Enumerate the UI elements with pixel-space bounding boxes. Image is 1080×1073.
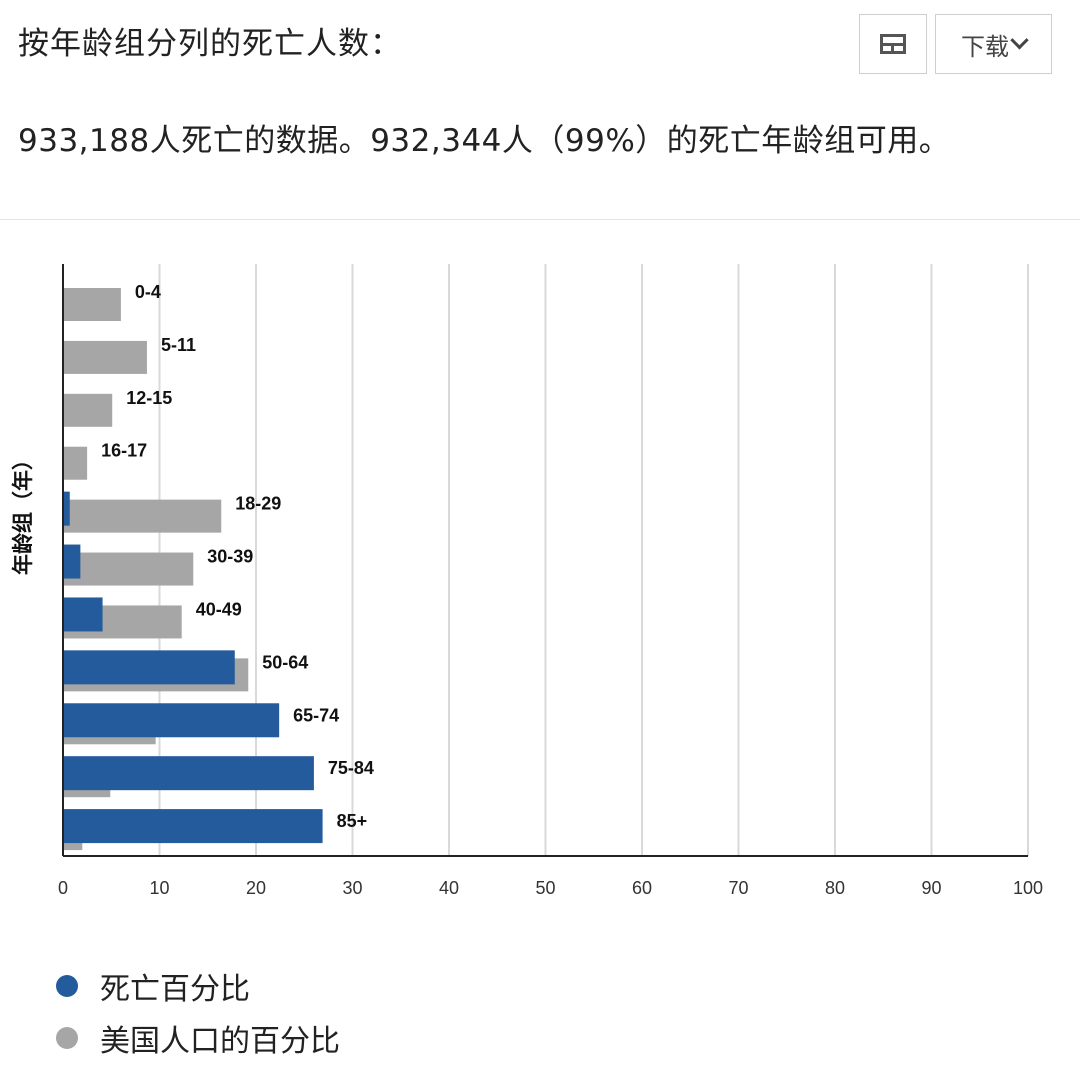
- category-label-75-84: 75-84: [328, 758, 374, 778]
- category-label-18-29: 18-29: [235, 494, 281, 514]
- legend-label-population: 美国人口的百分比: [100, 1024, 340, 1059]
- bar-population-30-39: [63, 552, 194, 586]
- category-label-5-11: 5-11: [161, 335, 196, 355]
- x-tick-label-100: 100: [1013, 878, 1043, 898]
- bar-population-18-29: [63, 499, 222, 533]
- chevron-down-icon: [1010, 30, 1029, 49]
- bar-deaths-18-29: [63, 491, 70, 526]
- x-tick-label-80: 80: [825, 878, 845, 898]
- category-label-30-39: 30-39: [207, 547, 253, 567]
- divider: [0, 219, 1080, 220]
- bar-deaths-75-84: [63, 756, 314, 791]
- x-tick-label-50: 50: [535, 878, 555, 898]
- x-tick-label-20: 20: [246, 878, 266, 898]
- category-label-50-64: 50-64: [262, 652, 308, 672]
- bar-deaths-40-49: [63, 597, 103, 632]
- bar-deaths-65-74: [63, 703, 280, 738]
- bar-deaths-85+: [63, 809, 323, 844]
- legend-item-deaths[interactable]: 死亡百分比: [56, 960, 340, 1012]
- bar-chart: 0 10 20 30 40 50 60 70 80 90 100 0-4 5-11 12-15 16-17 1…: [58, 264, 1043, 898]
- category-label-65-74: 65-74: [293, 705, 339, 725]
- bar-population-16-17: [63, 446, 88, 480]
- legend-marker-population: [56, 1027, 78, 1049]
- x-tick-label-30: 30: [342, 878, 362, 898]
- x-tick-label-70: 70: [728, 878, 748, 898]
- x-tick-label-10: 10: [149, 878, 169, 898]
- category-label-0-4: 0-4: [135, 282, 161, 302]
- y-axis-label: 年龄组（年）: [11, 449, 35, 575]
- legend-marker-deaths: [56, 975, 78, 997]
- bar-population-5-11: [63, 340, 147, 374]
- bar-deaths-30-39: [63, 544, 81, 579]
- legend: 死亡百分比 美国人口的百分比: [56, 960, 340, 1064]
- data-summary: 933,188人死亡的数据。932,344人（99%）的死亡年龄组可用。: [18, 123, 951, 159]
- download-button[interactable]: 下载: [935, 14, 1052, 74]
- bar-deaths-50-64: [63, 650, 235, 685]
- download-label: 下载: [961, 32, 1009, 61]
- category-label-12-15: 12-15: [126, 388, 172, 408]
- bar-population-0-4: [63, 288, 121, 321]
- x-tick-label-90: 90: [921, 878, 941, 898]
- legend-item-population[interactable]: 美国人口的百分比: [56, 1012, 340, 1064]
- table-icon: [880, 34, 906, 54]
- x-tick-label-60: 60: [632, 878, 652, 898]
- legend-label-deaths: 死亡百分比: [100, 972, 250, 1007]
- category-label-85+: 85+: [337, 811, 368, 831]
- bar-population-12-15: [63, 393, 113, 427]
- category-label-40-49: 40-49: [196, 599, 242, 619]
- x-tick-label-0: 0: [58, 878, 68, 898]
- category-label-16-17: 16-17: [101, 441, 147, 461]
- chart-title: 按年龄组分列的死亡人数：: [18, 26, 402, 62]
- x-tick-label-40: 40: [439, 878, 459, 898]
- table-view-button[interactable]: [859, 14, 927, 74]
